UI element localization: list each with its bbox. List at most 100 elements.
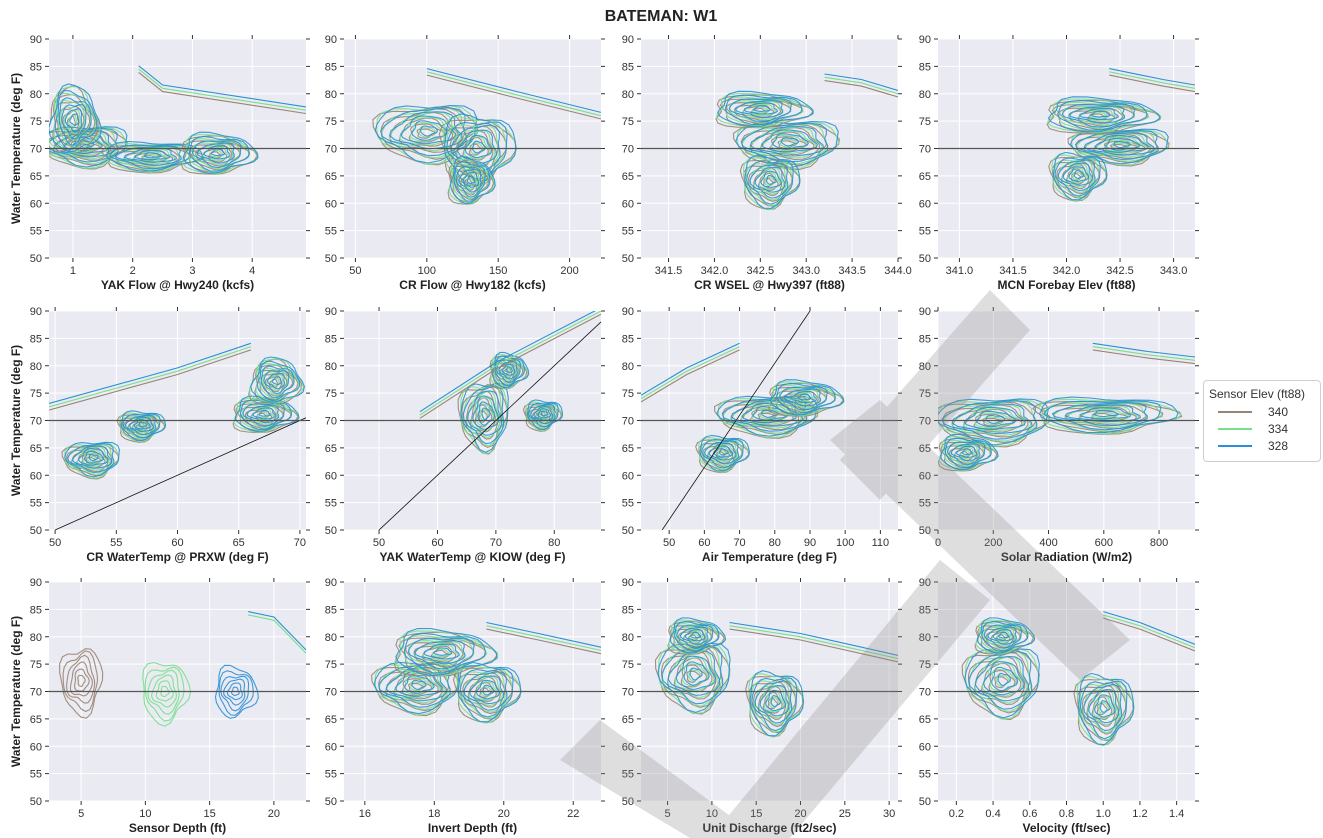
upper-contour-334 bbox=[426, 71, 601, 117]
contour-line-334 bbox=[1093, 136, 1148, 155]
panel-12: 50 55 60 65 70 75 80 85 90 0.2 0.4 0.6 0.8 1.0 1.2 1.4 V… bbox=[919, 577, 1199, 835]
contour-line-328 bbox=[256, 360, 301, 402]
y-tick-label: 90 bbox=[622, 306, 634, 318]
y-tick-label: 90 bbox=[622, 577, 634, 589]
contour-line-328 bbox=[1093, 410, 1120, 418]
contour-line-328 bbox=[744, 154, 801, 209]
contour-line-328 bbox=[1094, 135, 1149, 153]
upper-contour-334 bbox=[729, 625, 898, 660]
upper-contour-328 bbox=[486, 621, 601, 648]
x-tick-label: 2 bbox=[130, 265, 136, 277]
contour-line-340 bbox=[85, 457, 97, 464]
y-tick-label: 85 bbox=[622, 333, 634, 345]
contour-line-334 bbox=[266, 373, 284, 391]
contour-line-328 bbox=[138, 421, 148, 428]
contour-group bbox=[641, 311, 845, 530]
upper-contour-328 bbox=[1109, 68, 1195, 86]
contour-line-328 bbox=[71, 445, 113, 469]
contour-line-328 bbox=[88, 454, 99, 462]
contour-line-334 bbox=[938, 436, 999, 472]
contour-line-334 bbox=[1088, 112, 1110, 119]
legend-entry-340: 340 bbox=[1218, 405, 1288, 419]
y-tick-label: 75 bbox=[622, 388, 634, 400]
y-tick-label: 50 bbox=[622, 525, 634, 537]
x-tick-label: 5 bbox=[665, 808, 671, 820]
contour-line-328 bbox=[749, 125, 825, 157]
contour-line-340 bbox=[465, 390, 499, 440]
x-tick-label: 342.0 bbox=[701, 265, 729, 277]
contour-line-328 bbox=[411, 679, 427, 690]
contour-line-328 bbox=[471, 140, 486, 154]
contour-line-328 bbox=[526, 399, 564, 431]
contour-line-328 bbox=[940, 433, 999, 471]
y-tick-label: 55 bbox=[325, 498, 337, 510]
contour-line-328 bbox=[765, 175, 777, 185]
contour-line-340 bbox=[757, 412, 777, 421]
y-tick-label: 60 bbox=[919, 741, 931, 753]
contour-line-328 bbox=[120, 410, 167, 441]
contour-line-328 bbox=[734, 99, 784, 119]
y-tick-label: 65 bbox=[622, 443, 634, 455]
contour-line-328 bbox=[667, 650, 721, 696]
contour-line-340 bbox=[66, 654, 96, 704]
upper-contour-340 bbox=[1092, 349, 1195, 365]
contour-line-328 bbox=[708, 442, 737, 461]
contour-line-334 bbox=[950, 444, 980, 464]
contour-line-328 bbox=[964, 648, 1040, 719]
y-tick-label: 85 bbox=[919, 61, 931, 73]
contour-line-328 bbox=[466, 175, 476, 184]
contour-line-328 bbox=[770, 695, 782, 707]
contour-line-328 bbox=[455, 165, 486, 198]
contour-line-328 bbox=[472, 395, 500, 430]
x-tick-label: 110 bbox=[872, 537, 890, 549]
y-tick-label: 75 bbox=[919, 116, 931, 128]
panel-3: 50 55 60 65 70 75 80 85 90 341.5 342.0 342.5 343.0 34… bbox=[622, 34, 912, 292]
contour-line-334 bbox=[457, 169, 481, 195]
x-tick-label: 70 bbox=[733, 537, 745, 549]
contour-line-334 bbox=[768, 381, 845, 417]
y-tick-label: 55 bbox=[30, 226, 42, 238]
contour-line-328 bbox=[196, 142, 235, 164]
contour-line-328 bbox=[77, 448, 109, 466]
contour-line-334 bbox=[249, 358, 305, 404]
contour-line-334 bbox=[715, 92, 814, 128]
x-axis-label: CR WSEL @ Hwy397 (ft88) bbox=[694, 278, 845, 292]
contour-line-334 bbox=[1046, 98, 1162, 134]
panel-9: 50 55 60 65 70 75 80 85 90 5 10 15 20 Sensor Depth (f… bbox=[9, 577, 310, 835]
contour-group bbox=[49, 342, 306, 530]
contour-line-340 bbox=[1060, 164, 1090, 190]
x-tick-label: 343.0 bbox=[792, 265, 820, 277]
contour-line-328 bbox=[459, 668, 514, 718]
x-axis-label: Invert Depth (ft) bbox=[428, 821, 517, 835]
x-axis-label: YAK Flow @ Hwy240 (kcfs) bbox=[101, 278, 254, 292]
contour-line-334 bbox=[402, 635, 488, 675]
contour-line-328 bbox=[1089, 110, 1111, 118]
contour-line-334 bbox=[668, 619, 726, 655]
contour-line-328 bbox=[407, 637, 475, 670]
contour-line-340 bbox=[462, 672, 506, 715]
contour-line-334 bbox=[783, 389, 820, 409]
y-tick-label: 80 bbox=[325, 361, 337, 373]
contour-line-328 bbox=[1043, 400, 1162, 431]
x-tick-label: 25 bbox=[839, 808, 851, 820]
legend-label-328: 328 bbox=[1268, 439, 1289, 453]
contour-line-328 bbox=[49, 83, 102, 153]
contour-line-328 bbox=[477, 401, 496, 426]
y-tick-label: 50 bbox=[30, 253, 42, 265]
contour-group bbox=[49, 65, 306, 175]
contour-line-334 bbox=[67, 114, 78, 128]
contour-line-328 bbox=[188, 135, 250, 172]
panel-2: 50 55 60 65 70 75 80 85 90 50 100 150 200 CR Flow @ H… bbox=[325, 34, 605, 292]
x-tick-label: 150 bbox=[489, 265, 507, 277]
contour-line-328 bbox=[717, 90, 814, 128]
contour-line-328 bbox=[941, 400, 1038, 440]
contour-line-328 bbox=[790, 391, 817, 404]
contour-line-328 bbox=[746, 160, 794, 205]
contour-line-334 bbox=[500, 364, 515, 378]
contour-line-328 bbox=[760, 129, 818, 153]
y-tick-label: 55 bbox=[622, 226, 634, 238]
y-tick-label: 55 bbox=[919, 498, 931, 510]
contour-line-334 bbox=[986, 627, 1016, 647]
contour-line-328 bbox=[395, 627, 498, 677]
